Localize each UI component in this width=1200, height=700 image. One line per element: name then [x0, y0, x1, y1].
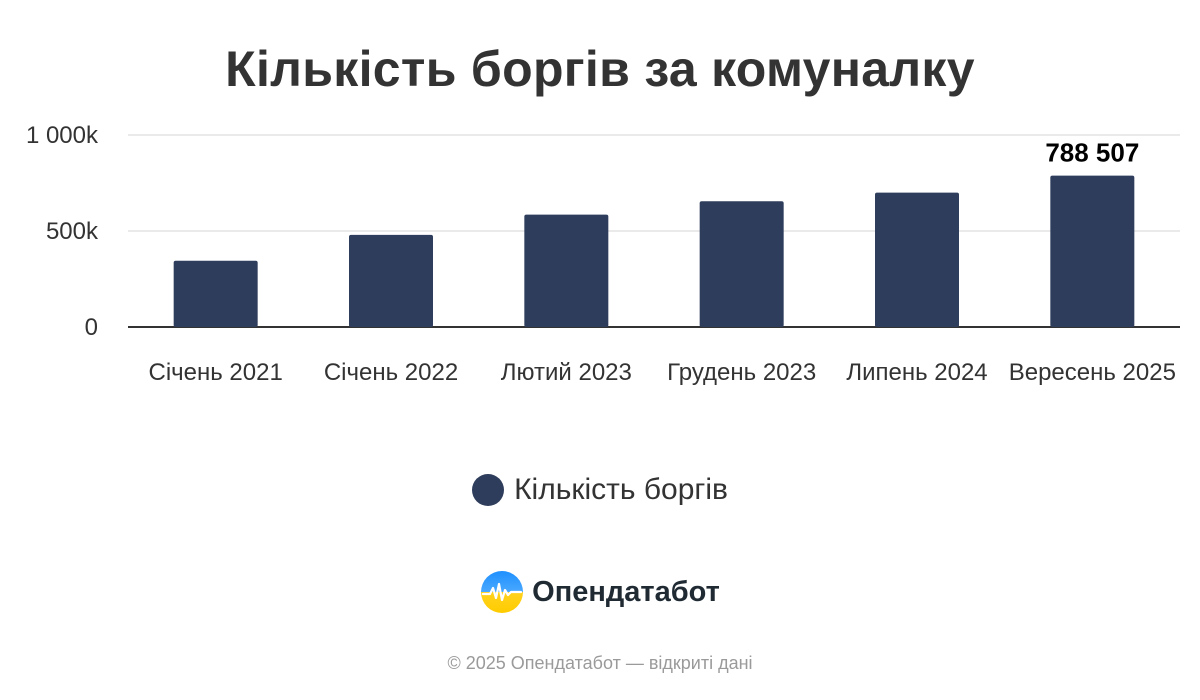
legend: Кількість боргів	[0, 473, 1200, 507]
y-tick-label: 500k	[46, 218, 99, 245]
x-tick-label: Вересень 2025	[1009, 359, 1176, 386]
bar	[699, 201, 784, 327]
legend-marker-icon	[472, 474, 505, 506]
data-labels: 788 507	[1045, 138, 1139, 168]
x-tick-label: Січень 2021	[148, 359, 282, 386]
footer-text: © 2025 Опендатабот — відкриті дані	[447, 653, 753, 673]
brand-name: Опендатабот	[532, 575, 720, 608]
x-axis-ticks: Січень 2021 Січень 2022 Лютий 2023 Грудень …	[148, 359, 1175, 386]
y-tick-label: 0	[85, 314, 98, 341]
x-tick-label: Січень 2022	[324, 359, 458, 386]
gridlines	[128, 134, 1180, 328]
bar	[875, 192, 959, 327]
chart-title: Кількість боргів за комуналку	[225, 41, 975, 97]
x-tick-label: Липень 2024	[846, 359, 987, 386]
x-tick-label: Грудень 2023	[667, 359, 816, 386]
bar	[1050, 175, 1135, 327]
legend-label: Кількість боргів	[514, 473, 728, 506]
data-label: 788 507	[1045, 138, 1139, 168]
y-tick-label: 1 000k	[26, 122, 99, 149]
opendatabot-logo-icon	[481, 571, 524, 613]
bar	[349, 234, 433, 327]
bar	[524, 214, 609, 327]
bar-chart: 0 500k 1 000k Січень 2021 Січень 2022 Лютий …	[26, 122, 1180, 386]
brand: Опендатабот	[0, 570, 1200, 614]
bar	[173, 260, 258, 327]
y-axis-ticks: 0 500k 1 000k	[26, 122, 99, 341]
bars	[173, 175, 1135, 327]
x-tick-label: Лютий 2023	[501, 359, 632, 386]
